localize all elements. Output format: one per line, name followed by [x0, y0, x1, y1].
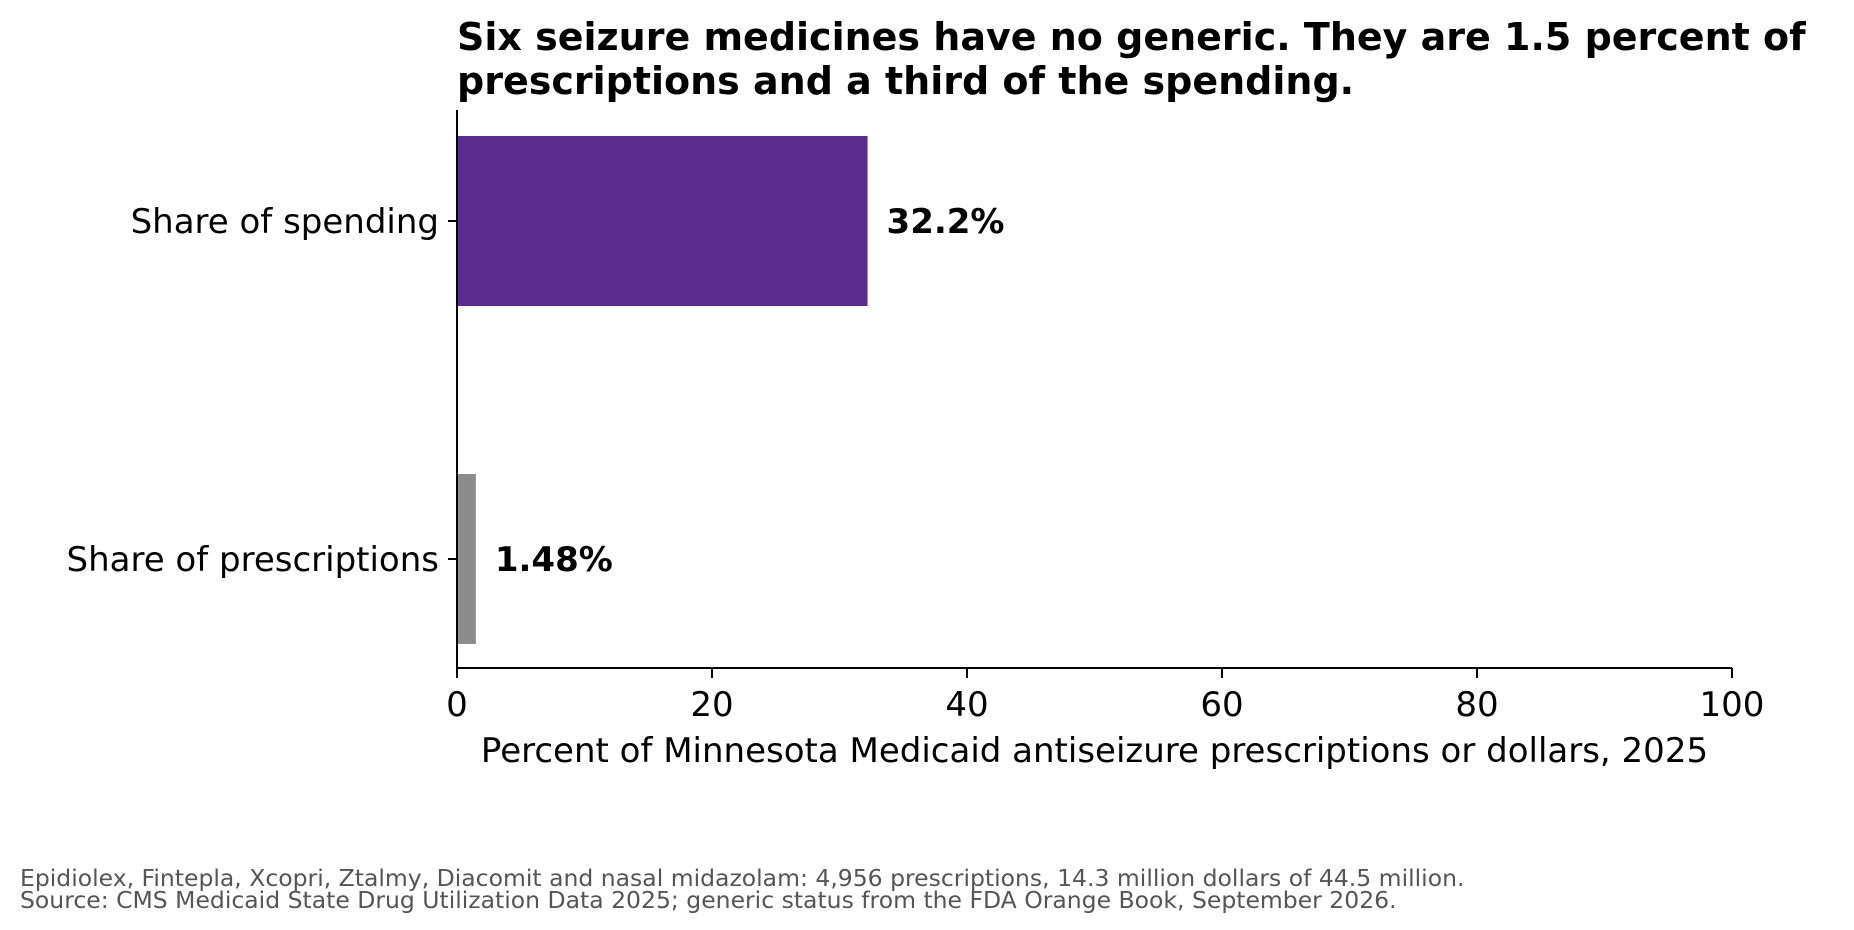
footnote-line-1: Epidiolex, Fintepla, Xcopri, Ztalmy, Dia… — [20, 864, 1464, 892]
footnote-line-2: Source: CMS Medicaid State Drug Utilizat… — [20, 886, 1397, 914]
x-axis-label: Percent of Minnesota Medicaid antiseizur… — [481, 731, 1708, 771]
axes-group: Share of spending Share of prescriptions 0… — [67, 110, 1765, 725]
x-tick-label: 80 — [1455, 685, 1498, 725]
x-tick-label: 100 — [1700, 685, 1765, 725]
x-tick-label: 0 — [446, 685, 468, 725]
x-tick-label: 60 — [1200, 685, 1243, 725]
category-label: Share of spending — [131, 202, 439, 242]
category-label: Share of prescriptions — [67, 540, 440, 580]
bar-share-of-prescriptions — [457, 474, 476, 644]
chart-title-line-1: Six seizure medicines have no generic. T… — [457, 15, 1806, 59]
x-tick-label: 20 — [690, 685, 733, 725]
data-label: 32.2% — [887, 202, 1005, 242]
data-label: 1.48% — [495, 540, 613, 580]
chart-title-line-2: prescriptions and a third of the spendin… — [457, 59, 1354, 103]
x-tick-label: 40 — [945, 685, 988, 725]
bar-share-of-spending — [457, 136, 868, 306]
bars-group: 32.2% 1.48% — [457, 136, 1005, 644]
